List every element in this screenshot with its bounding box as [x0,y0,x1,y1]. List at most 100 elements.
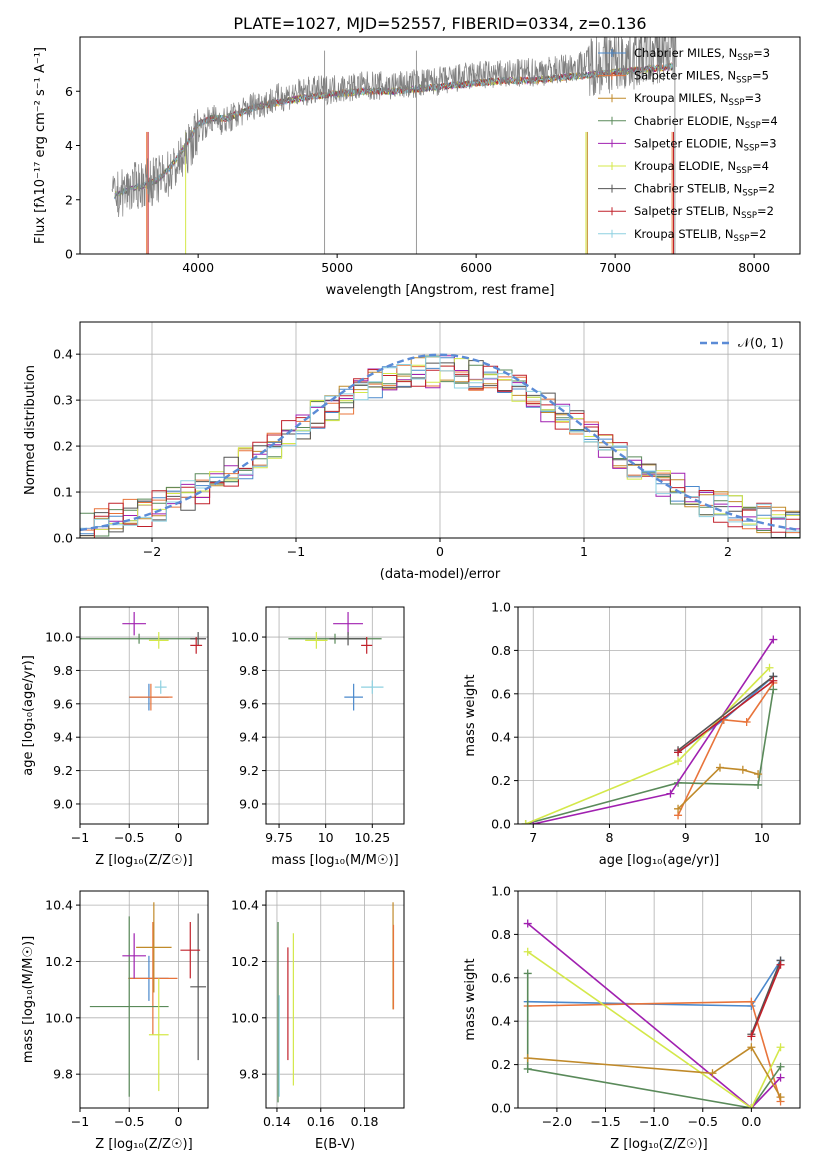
plot-area [523,919,785,1108]
axes-frame [265,890,405,1109]
x-axis-label: (data-model)/error [380,567,501,582]
x-tick-label: 0.16 [307,1114,335,1129]
y-tick-label: 10.0 [45,1010,73,1025]
y-tick-label: 9.6 [239,696,259,711]
x-tick-label: −1 [287,544,305,559]
y-axis-label: mass weight [463,958,478,1040]
legend-sub: SSP [745,121,761,131]
y-tick-label: 10.2 [231,954,259,969]
legend-tail: =2 [749,227,766,241]
y-tick-label: 10.0 [231,1010,259,1025]
x-tick-label: 0.0 [741,1114,761,1129]
weight-marker [776,1062,785,1071]
y-tick-label: 0.6 [491,970,511,985]
x-axis-label: mass [log₁₀(M/M☉)] [271,853,398,868]
y-tick-label: 9.0 [239,796,259,811]
y-tick-label: 4 [65,138,73,153]
plot-area [89,902,207,1097]
legend-sub: SSP [737,53,753,63]
weight-marker [708,1069,717,1078]
y-axis-label: mass [log₁₀(M/M☉)] [21,936,36,1063]
x-tick-label: 6000 [460,260,492,275]
x-tick-label: 0.18 [351,1114,379,1129]
legend-sub: SSP [736,166,752,176]
axes-frame [79,890,209,1109]
weight-line [525,689,775,824]
x-tick-label: 0 [174,830,182,845]
panel-4: 9.75 10 10.25 9.0 9.2 9.4 9.6 9.8 10.0 mass [log₁… [231,606,405,868]
weight-marker [674,804,683,813]
weight-marker [754,780,763,789]
weight-marker [765,663,774,672]
weight-marker [747,997,756,1006]
x-tick-label: −1.0 [639,1114,669,1129]
y-tick-label: 0.2 [491,1057,511,1072]
y-tick-label: 0.8 [491,643,511,658]
x-tick-label: 4000 [182,260,214,275]
legend-tail: =5 [752,69,769,83]
weight-line [677,680,774,754]
plot-area [277,902,395,1103]
plot-area [111,37,677,254]
weight-marker [747,1032,756,1041]
legend-sub: SSP [742,189,758,199]
y-tick-label: 0.4 [491,1014,511,1029]
weight-marker [776,960,785,969]
y-tick-label: 0 [65,247,73,262]
panel-5: 7 8 9 10 0.0 0.2 0.4 0.6 0.8 1.0 age [log₁₀(age/yr… [463,600,801,868]
x-tick-label: 0 [174,1114,182,1129]
y-tick-label: 0.4 [491,730,511,745]
x-tick-label: 10 [318,830,334,845]
x-axis-label: E(B-V) [315,1137,355,1152]
x-tick-label: 8000 [738,260,770,275]
axes-frame [517,606,801,825]
legend-sub: SSP [736,76,752,86]
weight-line [533,639,774,824]
weight-marker [523,1054,532,1063]
legend-tail: =4 [761,114,778,128]
y-tick-label: 2 [65,192,73,207]
x-tick-label: −1 [71,1114,89,1129]
x-axis-label: Z [log₁₀(Z/Z☉)] [610,1137,707,1152]
x-tick-label: 0 [436,544,444,559]
y-axis-label: Normed distribution [23,365,38,495]
legend-label: Chabrier ELODIE, NSSP=4 [634,114,778,131]
legend-label: Salpeter MILES, NSSP=5 [634,69,769,86]
x-axis-label: Z [log₁₀(Z/Z☉)] [95,1137,192,1152]
y-tick-label: 0.3 [53,393,73,408]
legend-label: Salpeter ELODIE, NSSP=3 [634,136,777,153]
x-tick-label: 8 [605,830,613,845]
y-tick-label: 9.8 [239,663,259,678]
y-tick-label: 0.6 [491,686,511,701]
gaussian-reference [80,353,800,532]
y-tick-label: 9.4 [239,730,259,745]
x-tick-label: −2.0 [542,1114,572,1129]
x-axis-label: wavelength [Angstrom, rest frame] [326,283,555,298]
y-tick-label: 10.0 [45,630,73,645]
weight-marker [769,685,778,694]
weight-marker [747,1104,756,1108]
legend-tail: =3 [744,91,761,105]
legend-tail: =2 [758,182,775,196]
x-tick-label: −0.5 [114,830,144,845]
axes-frame [517,890,801,1109]
legend-sub: SSP [729,98,745,108]
y-tick-label: 10.4 [45,898,73,913]
x-tick-label: 0.14 [263,1114,291,1129]
x-tick-label: 10.25 [354,830,390,845]
weight-marker [674,748,683,757]
y-tick-label: 0.0 [491,1101,511,1116]
weight-marker [776,1073,785,1082]
axes-frame [79,321,801,539]
weight-marker [521,820,530,824]
weight-marker [523,947,532,956]
x-tick-label: 9 [682,830,690,845]
weight-marker [715,763,724,772]
y-tick-label: 0.4 [53,347,73,362]
weight-marker [674,757,683,766]
plot-area [288,612,384,711]
y-tick-label: 1.0 [491,884,511,899]
weight-marker [776,1093,785,1102]
x-tick-label: 7 [529,830,537,845]
